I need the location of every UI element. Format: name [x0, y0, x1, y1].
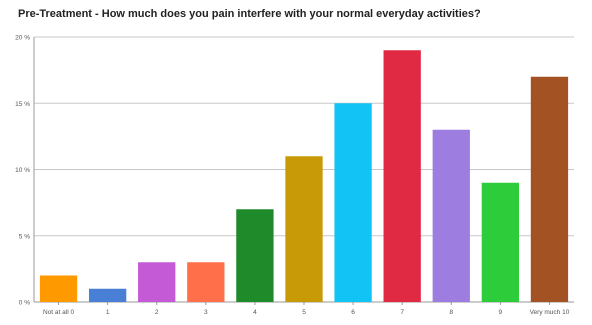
y-tick-label: 0 %: [19, 300, 30, 307]
bar: [187, 262, 225, 302]
bar: [432, 129, 470, 302]
y-tick-label: 15 %: [15, 101, 30, 108]
bar: [383, 50, 421, 302]
bar: [138, 262, 176, 302]
x-tick-label: Not at all 0: [43, 309, 74, 316]
chart-title: Pre-Treatment - How much does you pain i…: [18, 8, 481, 20]
bar: [530, 76, 569, 302]
x-tick-label: 2: [155, 309, 159, 316]
x-tick-label: 3: [204, 309, 208, 316]
x-tick-label: 8: [449, 309, 453, 316]
x-tick-label: 4: [253, 309, 257, 316]
bar: [39, 275, 78, 302]
y-tick-label: 20 %: [15, 35, 30, 42]
bar: [334, 103, 372, 302]
x-tick-label: 1: [106, 309, 110, 316]
bar: [236, 209, 274, 302]
x-tick-label: 7: [400, 309, 404, 316]
bar: [481, 182, 520, 302]
y-tick-label: 5 %: [19, 233, 30, 240]
x-tick-label: 6: [351, 309, 355, 316]
bar: [88, 288, 127, 302]
x-tick-label: 5: [302, 309, 306, 316]
y-tick-label: 10 %: [15, 167, 30, 174]
x-tick-label: Very much 10: [530, 309, 570, 316]
x-tick-label: 9: [499, 309, 503, 316]
bar: [285, 156, 323, 302]
